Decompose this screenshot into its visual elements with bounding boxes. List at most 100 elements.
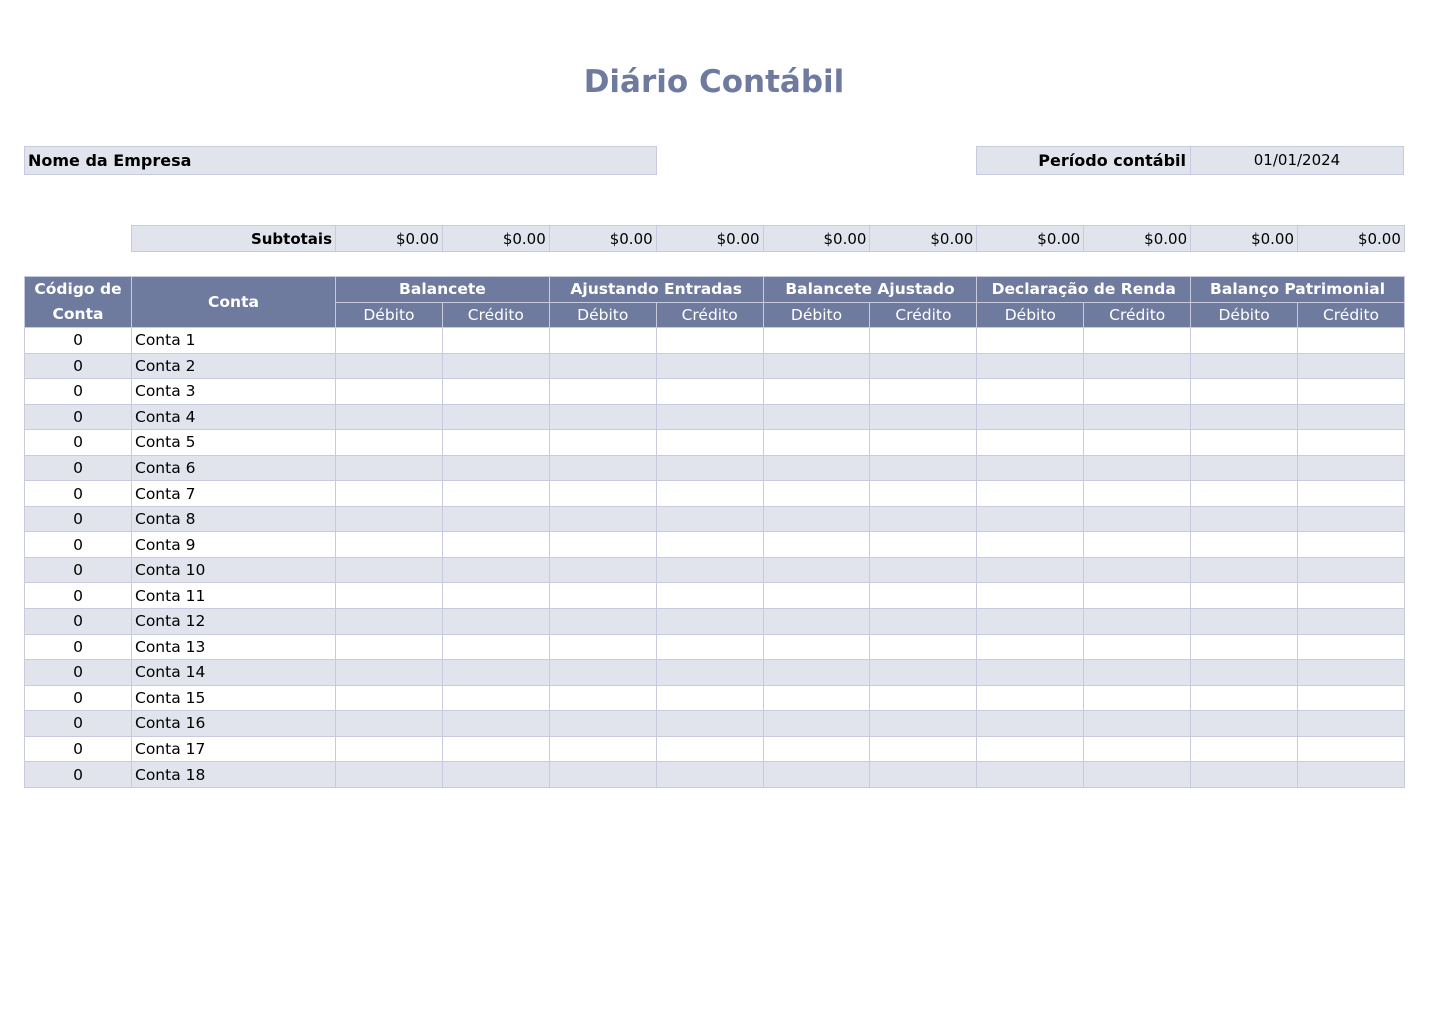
credit-cell[interactable] xyxy=(441,454,550,482)
debit-cell[interactable] xyxy=(548,608,657,635)
credit-cell[interactable] xyxy=(655,659,764,686)
account-code[interactable]: 0 xyxy=(24,505,132,533)
account-code[interactable]: 0 xyxy=(24,327,132,354)
debit-cell[interactable] xyxy=(1190,608,1299,635)
credit-cell[interactable] xyxy=(1083,633,1192,661)
credit-cell[interactable] xyxy=(869,608,978,635)
debit-cell[interactable] xyxy=(976,378,1085,405)
debit-cell[interactable] xyxy=(335,531,443,558)
credit-cell[interactable] xyxy=(869,327,978,354)
credit-cell[interactable] xyxy=(441,378,550,405)
period-value-field[interactable]: 01/01/2024 xyxy=(1190,146,1404,175)
account-name[interactable]: Conta 2 xyxy=(131,352,336,380)
account-name[interactable]: Conta 11 xyxy=(131,582,336,610)
credit-cell[interactable] xyxy=(1297,608,1405,635)
debit-cell[interactable] xyxy=(762,710,871,737)
debit-cell[interactable] xyxy=(976,454,1085,482)
debit-cell[interactable] xyxy=(976,761,1085,788)
debit-cell[interactable] xyxy=(335,735,443,763)
account-name[interactable]: Conta 14 xyxy=(131,659,336,686)
credit-cell[interactable] xyxy=(1297,659,1405,686)
debit-cell[interactable] xyxy=(1190,659,1299,686)
debit-cell[interactable] xyxy=(976,582,1085,610)
debit-cell[interactable] xyxy=(335,761,443,788)
debit-cell[interactable] xyxy=(1190,556,1299,584)
debit-cell[interactable] xyxy=(335,378,443,405)
credit-cell[interactable] xyxy=(441,761,550,788)
debit-cell[interactable] xyxy=(1190,505,1299,533)
debit-cell[interactable] xyxy=(335,403,443,431)
debit-cell[interactable] xyxy=(1190,684,1299,712)
credit-cell[interactable] xyxy=(869,429,978,456)
credit-cell[interactable] xyxy=(655,327,764,354)
debit-cell[interactable] xyxy=(1190,710,1299,737)
credit-cell[interactable] xyxy=(441,659,550,686)
company-name-field[interactable]: Nome da Empresa xyxy=(24,146,657,175)
credit-cell[interactable] xyxy=(441,710,550,737)
debit-cell[interactable] xyxy=(548,403,657,431)
account-name[interactable]: Conta 18 xyxy=(131,761,336,788)
debit-cell[interactable] xyxy=(762,531,871,558)
debit-cell[interactable] xyxy=(976,684,1085,712)
credit-cell[interactable] xyxy=(1297,378,1405,405)
credit-cell[interactable] xyxy=(1083,735,1192,763)
credit-cell[interactable] xyxy=(1083,531,1192,558)
debit-cell[interactable] xyxy=(1190,735,1299,763)
debit-cell[interactable] xyxy=(335,608,443,635)
debit-cell[interactable] xyxy=(548,480,657,507)
account-name[interactable]: Conta 17 xyxy=(131,735,336,763)
account-code[interactable]: 0 xyxy=(24,429,132,456)
debit-cell[interactable] xyxy=(548,659,657,686)
credit-cell[interactable] xyxy=(655,684,764,712)
credit-cell[interactable] xyxy=(1297,505,1405,533)
debit-cell[interactable] xyxy=(976,429,1085,456)
account-code[interactable]: 0 xyxy=(24,556,132,584)
debit-cell[interactable] xyxy=(762,403,871,431)
credit-cell[interactable] xyxy=(1297,582,1405,610)
debit-cell[interactable] xyxy=(976,710,1085,737)
debit-cell[interactable] xyxy=(548,352,657,380)
credit-cell[interactable] xyxy=(441,735,550,763)
debit-cell[interactable] xyxy=(548,684,657,712)
debit-cell[interactable] xyxy=(548,735,657,763)
debit-cell[interactable] xyxy=(976,480,1085,507)
credit-cell[interactable] xyxy=(1083,608,1192,635)
debit-cell[interactable] xyxy=(1190,378,1299,405)
debit-cell[interactable] xyxy=(1190,454,1299,482)
debit-cell[interactable] xyxy=(335,505,443,533)
credit-cell[interactable] xyxy=(1083,480,1192,507)
debit-cell[interactable] xyxy=(548,429,657,456)
credit-cell[interactable] xyxy=(441,480,550,507)
debit-cell[interactable] xyxy=(335,582,443,610)
debit-cell[interactable] xyxy=(762,454,871,482)
account-name[interactable]: Conta 16 xyxy=(131,710,336,737)
debit-cell[interactable] xyxy=(762,429,871,456)
credit-cell[interactable] xyxy=(1297,761,1405,788)
credit-cell[interactable] xyxy=(1297,480,1405,507)
credit-cell[interactable] xyxy=(655,735,764,763)
debit-cell[interactable] xyxy=(976,659,1085,686)
account-name[interactable]: Conta 12 xyxy=(131,608,336,635)
debit-cell[interactable] xyxy=(976,505,1085,533)
debit-cell[interactable] xyxy=(762,505,871,533)
account-code[interactable]: 0 xyxy=(24,454,132,482)
credit-cell[interactable] xyxy=(655,454,764,482)
account-code[interactable]: 0 xyxy=(24,735,132,763)
credit-cell[interactable] xyxy=(441,531,550,558)
debit-cell[interactable] xyxy=(548,761,657,788)
debit-cell[interactable] xyxy=(335,659,443,686)
account-code[interactable]: 0 xyxy=(24,531,132,558)
debit-cell[interactable] xyxy=(335,684,443,712)
credit-cell[interactable] xyxy=(655,429,764,456)
debit-cell[interactable] xyxy=(1190,327,1299,354)
credit-cell[interactable] xyxy=(655,633,764,661)
account-name[interactable]: Conta 5 xyxy=(131,429,336,456)
credit-cell[interactable] xyxy=(1083,556,1192,584)
credit-cell[interactable] xyxy=(1083,327,1192,354)
debit-cell[interactable] xyxy=(335,429,443,456)
debit-cell[interactable] xyxy=(548,505,657,533)
credit-cell[interactable] xyxy=(1297,556,1405,584)
credit-cell[interactable] xyxy=(1297,429,1405,456)
credit-cell[interactable] xyxy=(441,582,550,610)
debit-cell[interactable] xyxy=(762,582,871,610)
